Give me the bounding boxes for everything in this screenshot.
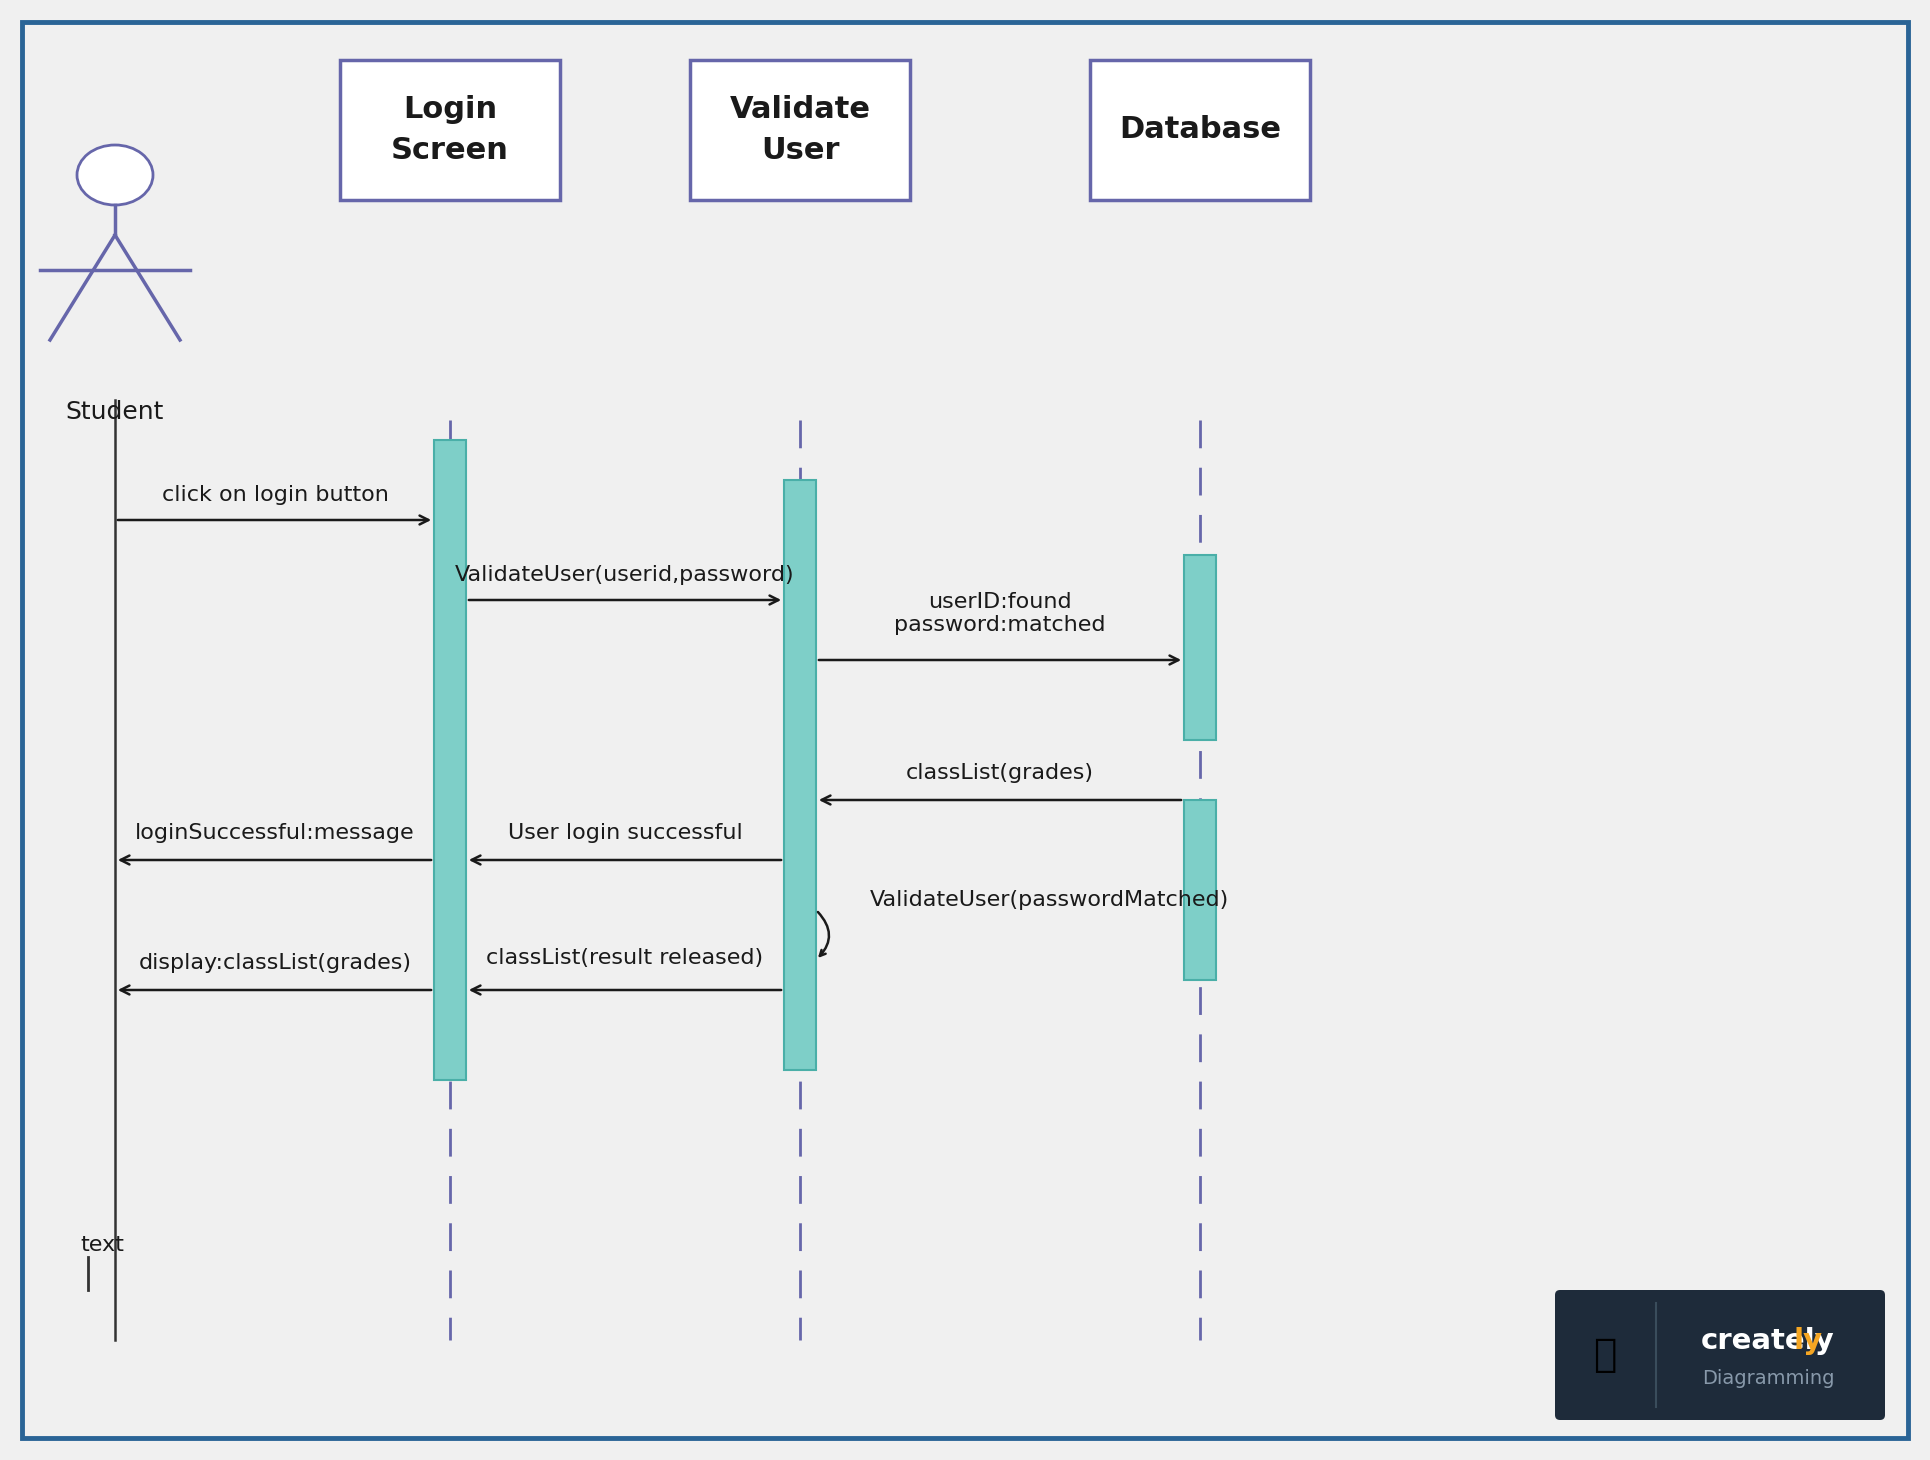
FancyBboxPatch shape bbox=[1183, 800, 1216, 980]
Text: User login successful: User login successful bbox=[508, 823, 743, 842]
Text: ly: ly bbox=[1795, 1327, 1824, 1355]
FancyBboxPatch shape bbox=[784, 480, 816, 1070]
FancyBboxPatch shape bbox=[340, 60, 560, 200]
FancyBboxPatch shape bbox=[434, 439, 465, 1080]
Text: text: text bbox=[79, 1235, 124, 1256]
Text: classList(result released): classList(result released) bbox=[486, 948, 764, 968]
FancyBboxPatch shape bbox=[1183, 555, 1216, 740]
Text: Student: Student bbox=[66, 400, 164, 423]
Text: classList(grades): classList(grades) bbox=[905, 764, 1094, 783]
Text: click on login button: click on login button bbox=[162, 485, 388, 505]
Text: ValidateUser(passwordMatched): ValidateUser(passwordMatched) bbox=[870, 891, 1229, 910]
Ellipse shape bbox=[77, 145, 152, 204]
FancyBboxPatch shape bbox=[1556, 1291, 1886, 1421]
Text: 💡: 💡 bbox=[1592, 1336, 1617, 1374]
FancyBboxPatch shape bbox=[1090, 60, 1310, 200]
Text: Validate
User: Validate User bbox=[730, 95, 870, 165]
Text: userID:found
password:matched: userID:found password:matched bbox=[894, 591, 1106, 635]
Text: creately: creately bbox=[1700, 1327, 1835, 1355]
Text: Database: Database bbox=[1119, 115, 1282, 145]
Text: display:classList(grades): display:classList(grades) bbox=[139, 953, 411, 972]
Text: Login
Screen: Login Screen bbox=[392, 95, 510, 165]
Text: Diagramming: Diagramming bbox=[1702, 1369, 1834, 1388]
Text: ValidateUser(userid,password): ValidateUser(userid,password) bbox=[455, 565, 795, 585]
FancyBboxPatch shape bbox=[691, 60, 911, 200]
Text: loginSuccessful:message: loginSuccessful:message bbox=[135, 823, 415, 842]
